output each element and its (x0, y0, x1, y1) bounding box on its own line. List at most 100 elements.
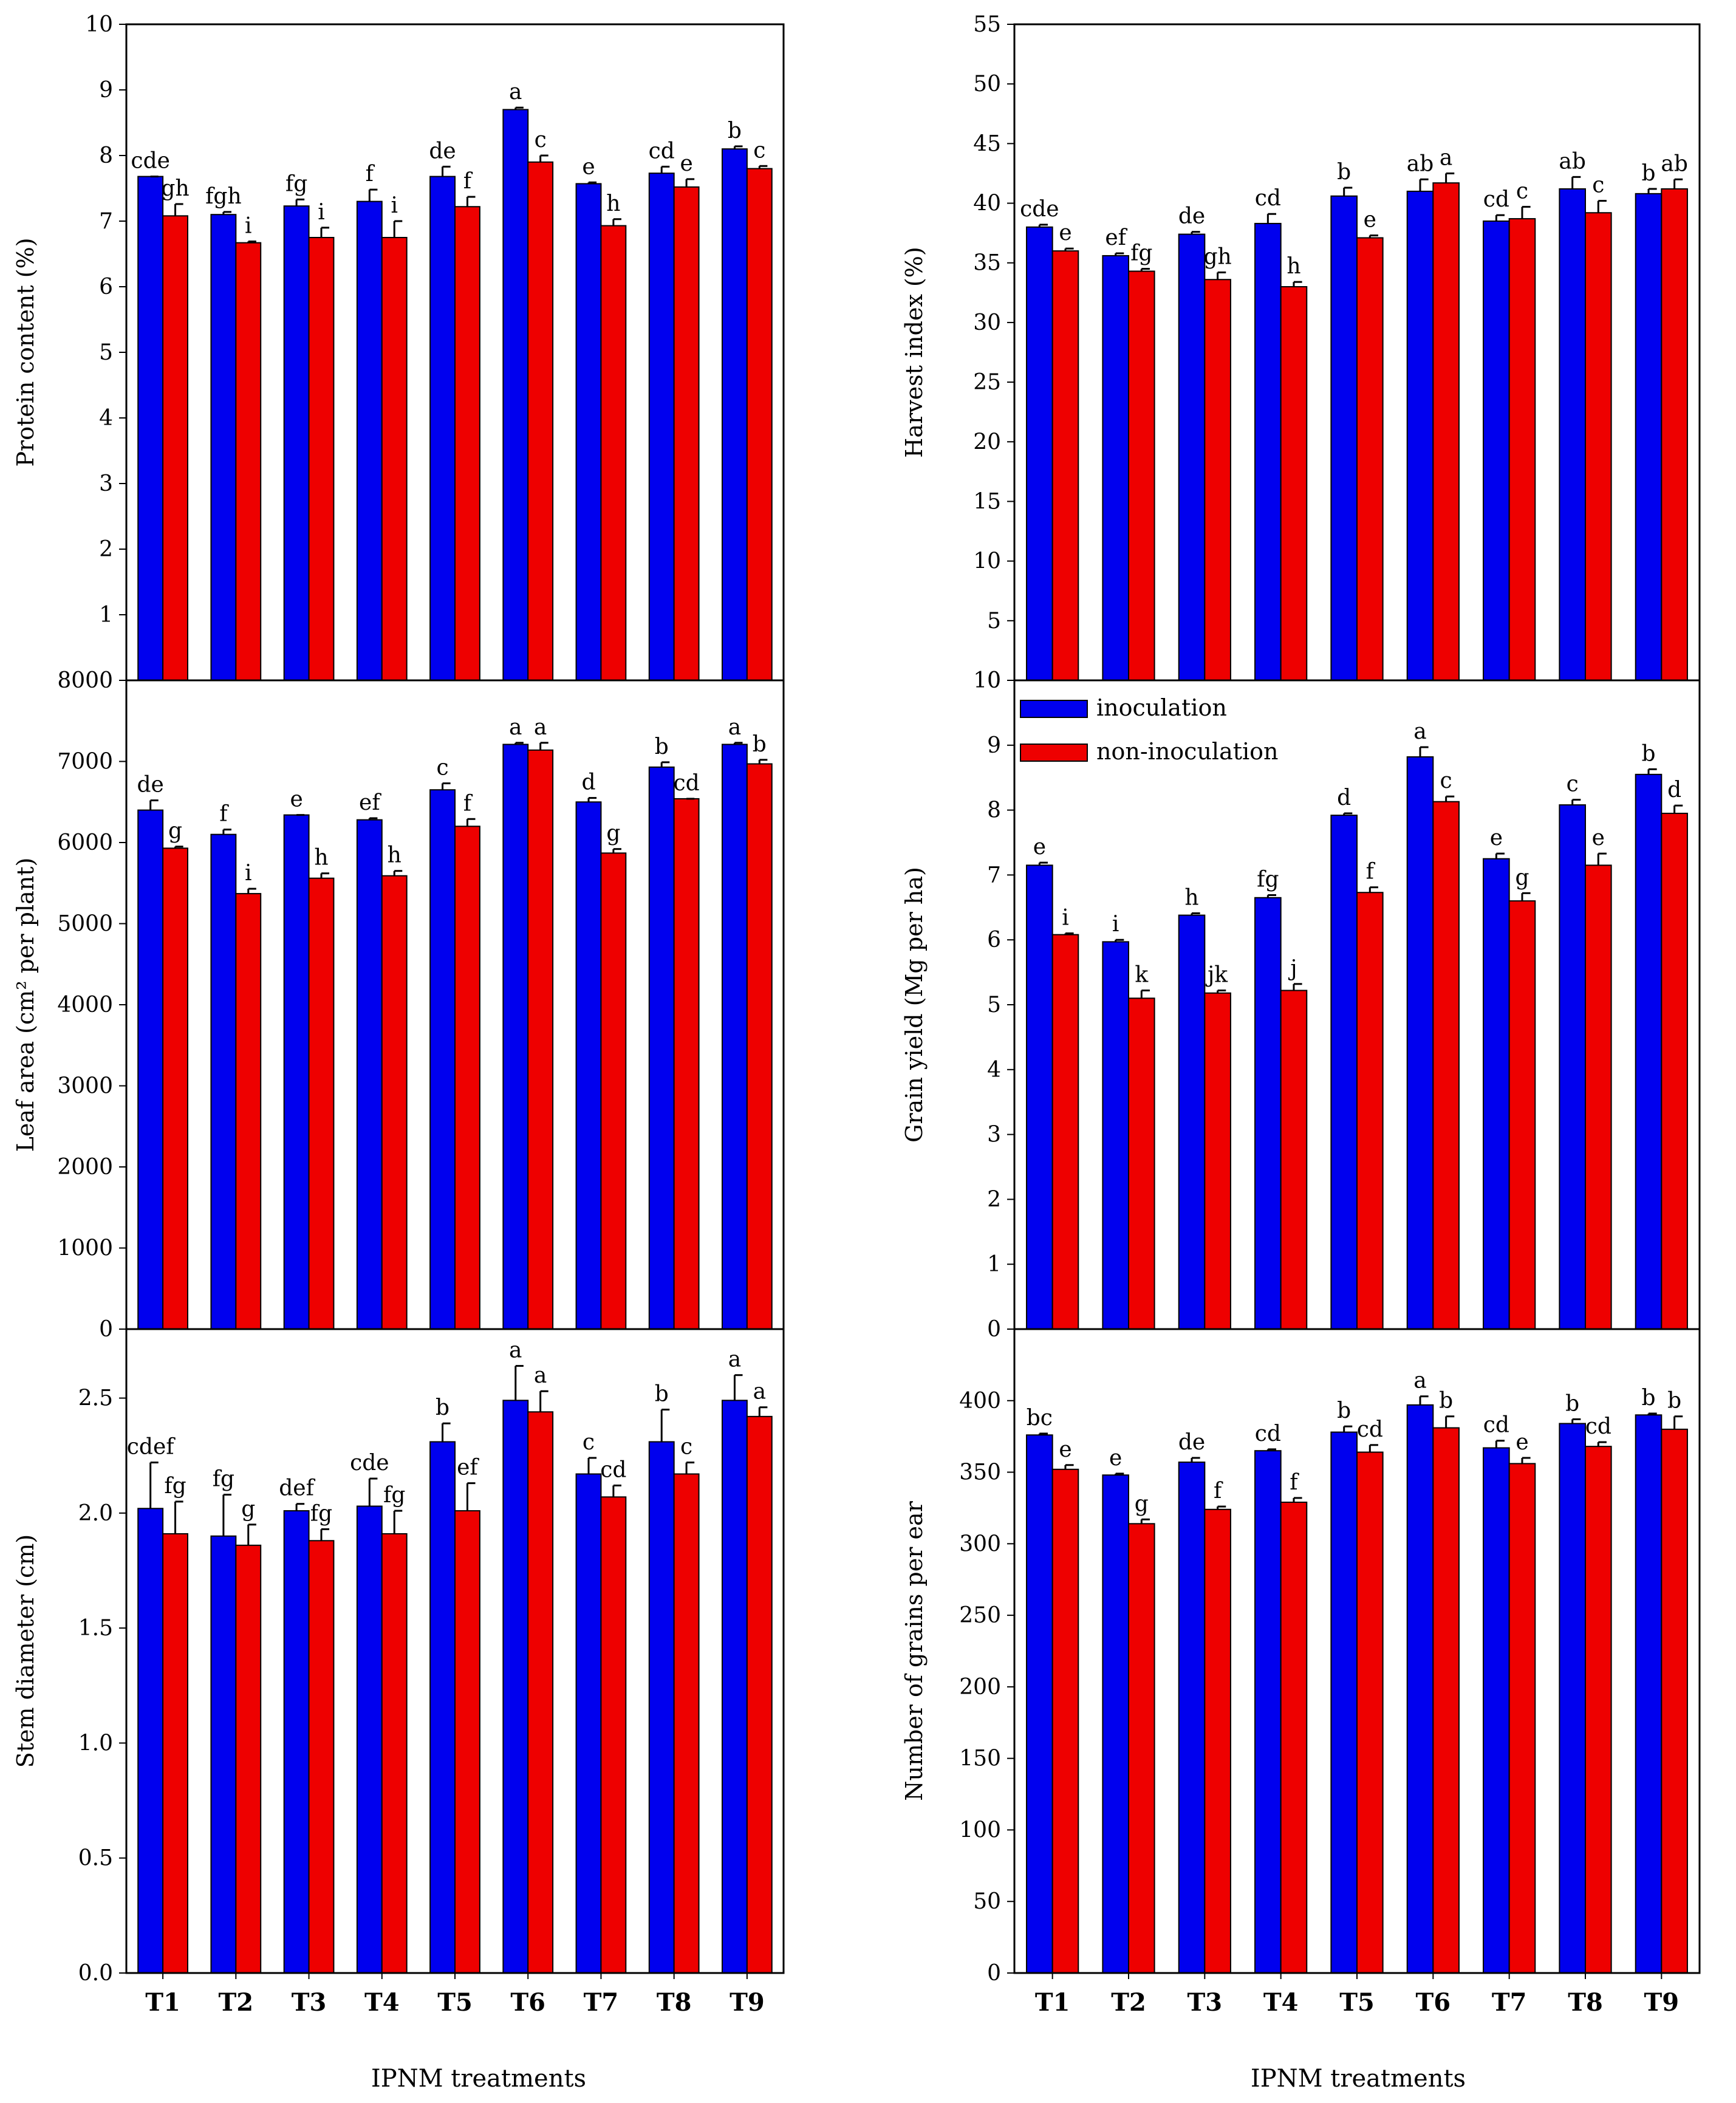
y-tick-label: 0 (99, 1317, 113, 1342)
bar-inoculation (575, 1473, 602, 1974)
legend-swatch-non-inoculation (1020, 744, 1088, 762)
bar-inoculation (1254, 897, 1282, 1330)
y-tick-label: 1000 (57, 1236, 113, 1261)
significance-letter: e (1364, 208, 1376, 233)
bar-non-inoculation (381, 875, 408, 1330)
significance-letter: i (245, 861, 252, 886)
y-tick-label: 2 (987, 1187, 1001, 1212)
x-tick-label: T6 (1416, 1988, 1451, 2017)
significance-letter: c (1592, 173, 1604, 198)
bar-inoculation (1330, 1431, 1358, 1974)
y-tick-label: 7 (99, 209, 113, 234)
bar-inoculation (137, 176, 164, 681)
y-axis-label: Leaf area (cm² per plant) (12, 858, 39, 1152)
significance-letter: fg (1130, 241, 1152, 266)
y-tick-label: 3000 (57, 1074, 113, 1099)
significance-letter: d (1667, 778, 1681, 802)
bar-non-inoculation (673, 798, 700, 1330)
legend-swatch-inoculation (1020, 700, 1088, 718)
x-tick-label: T8 (1568, 1988, 1603, 2017)
significance-letter: cd (1255, 1421, 1281, 1446)
significance-letter: b (1642, 161, 1656, 186)
y-tick-label: 8 (987, 798, 1001, 823)
bar-inoculation (1483, 1447, 1510, 1974)
significance-letter: fg (285, 171, 307, 196)
significance-letter: de (1178, 1430, 1205, 1455)
bar-non-inoculation (454, 826, 480, 1330)
y-tick-label: 300 (959, 1531, 1001, 1556)
y-axis-label: Harvest index (%) (901, 247, 928, 457)
significance-letter: h (1184, 885, 1198, 910)
significance-letter: h (606, 191, 620, 216)
bar-non-inoculation (381, 237, 408, 681)
bar-inoculation (1026, 1434, 1053, 1974)
significance-letter: cd (673, 771, 699, 796)
bar-non-inoculation (235, 1544, 262, 1974)
y-tick-label: 4 (99, 406, 113, 431)
significance-letter: e (1059, 1437, 1071, 1462)
y-tick-label: 2000 (57, 1155, 113, 1180)
significance-letter: ef (359, 790, 381, 815)
significance-letter: ef (1105, 225, 1127, 250)
y-tick-label: 0 (987, 1961, 1001, 1986)
significance-letter: ab (1407, 151, 1434, 176)
bar-non-inoculation (1432, 1427, 1460, 1974)
significance-letter: h (1287, 254, 1300, 279)
bar-inoculation (1483, 858, 1510, 1330)
bar-non-inoculation (527, 749, 554, 1330)
significance-letter: c (753, 138, 765, 163)
significance-letter: c (583, 1430, 595, 1455)
y-tick-label: 0.5 (78, 1846, 113, 1871)
y-tick-label: 5 (987, 609, 1001, 634)
significance-letter: f (463, 169, 473, 194)
significance-letter: f (1290, 1470, 1299, 1495)
y-tick-label: 8 (99, 143, 113, 168)
significance-letter: cd (1585, 1414, 1611, 1439)
y-tick-label: 1 (99, 603, 113, 627)
significance-letter: b (1565, 1391, 1579, 1416)
x-axis-label-right: IPNM treatments (1251, 2065, 1466, 2093)
bar-non-inoculation (1128, 1523, 1155, 1974)
significance-letter: a (509, 80, 522, 104)
bar-inoculation (1102, 255, 1130, 682)
significance-letter: bc (1027, 1406, 1053, 1431)
panel-grains-per-ear: 0 50 100 150 200 250 300 350 400 Number of grains… (901, 1328, 1701, 2017)
bar-non-inoculation (235, 242, 262, 681)
bar-inoculation (283, 814, 310, 1330)
bar-inoculation (575, 183, 602, 681)
y-tick-label: 10 (85, 12, 113, 37)
y-tick-label: 5 (99, 340, 113, 365)
bar-inoculation (137, 809, 164, 1330)
bar-non-inoculation (308, 877, 335, 1330)
bar-inoculation (502, 744, 529, 1330)
significance-letter: f (1214, 1479, 1223, 1503)
significance-letter: c (436, 756, 448, 781)
significance-letter: g (1515, 865, 1529, 890)
bar-non-inoculation (527, 1411, 554, 1974)
bar-non-inoculation (1508, 900, 1536, 1330)
y-tick-label: 55 (973, 12, 1001, 37)
y-tick-label: 250 (959, 1603, 1001, 1628)
x-tick-label: T7 (584, 1988, 619, 2017)
significance-letter: c (1516, 179, 1528, 203)
significance-letter: g (1135, 1491, 1149, 1516)
x-tick-label: T1 (1035, 1988, 1070, 2017)
significance-letter: h (314, 846, 328, 870)
significance-letter: cd (1255, 186, 1281, 211)
y-tick-label: 0 (987, 668, 1001, 693)
bar-inoculation (1178, 233, 1206, 682)
significance-letter: b (728, 118, 742, 143)
significance-letter: a (753, 1380, 766, 1404)
y-tick-label: 400 (959, 1389, 1001, 1414)
bar-non-inoculation (381, 1533, 408, 1974)
bar-non-inoculation (600, 852, 627, 1330)
significance-letter: k (1135, 963, 1149, 988)
bar-non-inoculation (1508, 218, 1536, 681)
bar-non-inoculation (1585, 212, 1612, 682)
bar-inoculation (356, 200, 383, 682)
bar-non-inoculation (1661, 188, 1688, 681)
significance-letter: g (241, 1497, 255, 1522)
y-tick-label: 150 (959, 1746, 1001, 1771)
